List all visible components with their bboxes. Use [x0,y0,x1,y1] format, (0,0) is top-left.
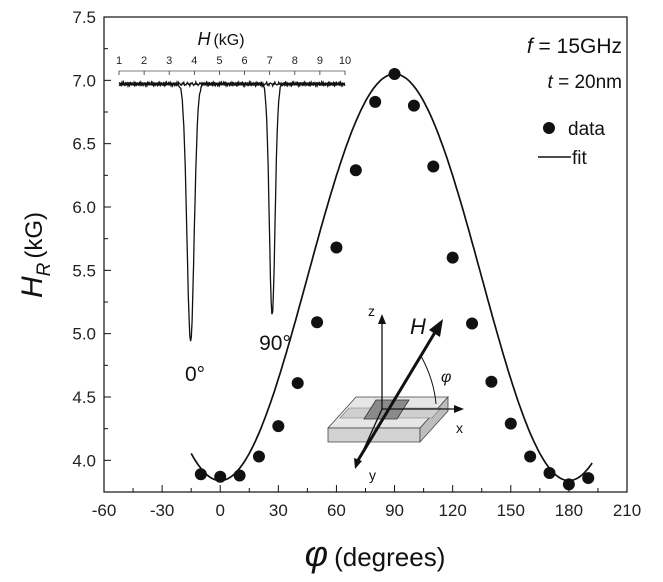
inset-axis-label: H (kG) [197,29,244,49]
data-point [563,478,575,490]
data-point [524,451,536,463]
data-point [408,100,420,112]
field-label: H [410,314,426,339]
inset-label-90deg: 90° [259,332,291,355]
legend-data-marker [543,122,555,134]
inset-label-0deg: 0° [185,363,205,386]
inset-tick-label: 6 [241,55,247,67]
y-tick-label: 6.0 [72,198,96,217]
data-point [253,451,265,463]
inset-tick-label: 5 [216,55,222,67]
legend: data fit [538,119,605,169]
inset-tick-label: 2 [141,55,147,67]
data-point [447,252,459,264]
x-tick-label: 180 [555,501,583,520]
x-tick-label: 210 [613,501,641,520]
inset-tick-label: 10 [339,55,351,67]
x-axis-ticks: -60 -30 0 30 60 90 120 150 180 210 [92,485,641,520]
data-point [427,160,439,172]
z-axis-arrow [378,314,386,324]
data-point [582,472,594,484]
data-point [350,164,362,176]
z-axis-label: z [368,303,375,319]
y-axis-ticks: 4.0 4.5 5.0 5.5 6.0 6.5 7.0 7.5 [72,8,111,470]
inset: 1 2 3 4 5 6 7 8 9 10 H (kG) 0° 90° [116,29,351,386]
inset-curve-0deg [119,82,345,341]
x-tick-label: 90 [385,501,404,520]
inset-tick-label: 4 [191,55,197,67]
data-point [330,242,342,254]
data-point [389,68,401,80]
x-axis-label-sketch: x [456,420,463,436]
angle-label: φ [441,369,451,386]
x-tick-label: 60 [327,501,346,520]
inset-curve-90deg [119,82,345,314]
frequency-annotation: f = 15GHz [527,35,622,58]
data-point [466,318,478,330]
y-tick-label: 4.5 [72,388,96,407]
data-point [544,467,556,479]
geometry-sketch: z x y H φ [328,303,464,483]
data-point [195,468,207,480]
y-tick-label: 7.0 [72,71,96,90]
inset-tick-label: 3 [166,55,172,67]
legend-data-label: data [568,119,605,140]
x-tick-label: 150 [497,501,525,520]
inset-tick-label: 1 [116,55,122,67]
x-axis-arrow [454,405,464,413]
y-tick-label: 5.0 [72,325,96,344]
x-tick-label: -30 [150,501,175,520]
data-point [311,316,323,328]
y-axis-label: HR(kG) [16,212,55,298]
y-tick-label: 6.5 [72,135,96,154]
data-point [292,377,304,389]
y-tick-label: 7.5 [72,8,96,27]
data-point [272,420,284,432]
data-point [234,470,246,482]
inset-tick-label: 8 [292,55,298,67]
data-point [369,96,381,108]
data-point [505,418,517,430]
x-tick-label: 120 [438,501,466,520]
x-tick-label: 30 [269,501,288,520]
inset-tick-label: 7 [267,55,273,67]
x-axis-label: φ (degrees) [305,533,446,574]
inset-x-ticks: 1 2 3 4 5 6 7 8 9 10 [116,55,351,75]
field-vector-arrow [429,319,443,337]
y-axis-label-sketch: y [369,467,376,483]
x-tick-label: -60 [92,501,117,520]
y-tick-label: 4.0 [72,451,96,470]
data-point [485,376,497,388]
y-tick-label: 5.5 [72,261,96,280]
legend-fit-label: fit [572,148,588,169]
data-point [214,471,226,483]
inset-tick-label: 9 [317,55,323,67]
thickness-annotation: t = 20nm [548,72,622,93]
x-tick-label: 0 [215,501,224,520]
